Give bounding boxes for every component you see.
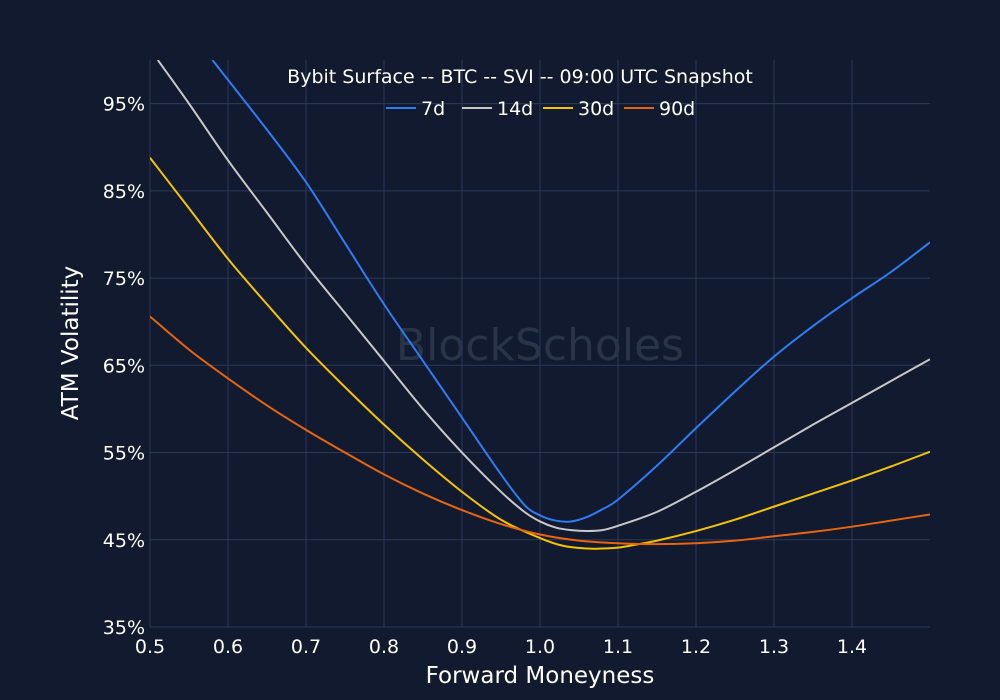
x-tick-label: 1.1 — [603, 636, 633, 658]
x-axis-title: Forward Moneyness — [426, 663, 655, 689]
x-tick-label: 1.2 — [681, 636, 711, 658]
x-tick-label: 0.7 — [291, 636, 321, 658]
x-tick-label: 1.4 — [837, 636, 867, 658]
legend-label-90d: 90d — [659, 98, 695, 120]
y-axis-title: ATM Volatility — [58, 266, 84, 420]
y-tick-label: 95% — [103, 94, 145, 116]
x-tick-label: 0.5 — [135, 636, 165, 658]
x-tick-label: 1.0 — [525, 636, 555, 658]
y-tick-label: 65% — [103, 355, 145, 377]
series-line-30d — [150, 157, 930, 550]
legend-label-30d: 30d — [578, 98, 614, 120]
y-tick-label: 75% — [103, 268, 145, 290]
x-tick-label: 0.8 — [369, 636, 399, 658]
grid — [149, 60, 930, 628]
x-tick-label: 0.9 — [447, 636, 477, 658]
legend-label-14d: 14d — [497, 98, 533, 120]
series-line-90d — [150, 315, 930, 546]
y-axis-ticks: 35% 45% 55% 65% 75% 85% 95% — [103, 94, 145, 639]
y-tick-label: 45% — [103, 530, 145, 552]
series-line-7d — [211, 60, 930, 523]
x-tick-label: 0.6 — [213, 636, 243, 658]
legend: 7d 14d 30d 90d — [386, 98, 695, 120]
watermark-text: BlockScholes — [396, 320, 684, 371]
legend-label-7d: 7d — [421, 98, 445, 120]
series-lines — [150, 60, 930, 550]
chart-title: Bybit Surface -- BTC -- SVI -- 09:00 UTC… — [287, 66, 753, 88]
y-tick-label: 55% — [103, 443, 145, 465]
x-axis-ticks: 0.5 0.6 0.7 0.8 0.9 1.0 1.1 1.2 1.3 1.4 — [135, 636, 867, 658]
series-line-14d — [156, 60, 930, 533]
x-tick-label: 1.3 — [759, 636, 789, 658]
y-tick-label: 85% — [103, 181, 145, 203]
y-tick-label: 35% — [103, 617, 145, 639]
